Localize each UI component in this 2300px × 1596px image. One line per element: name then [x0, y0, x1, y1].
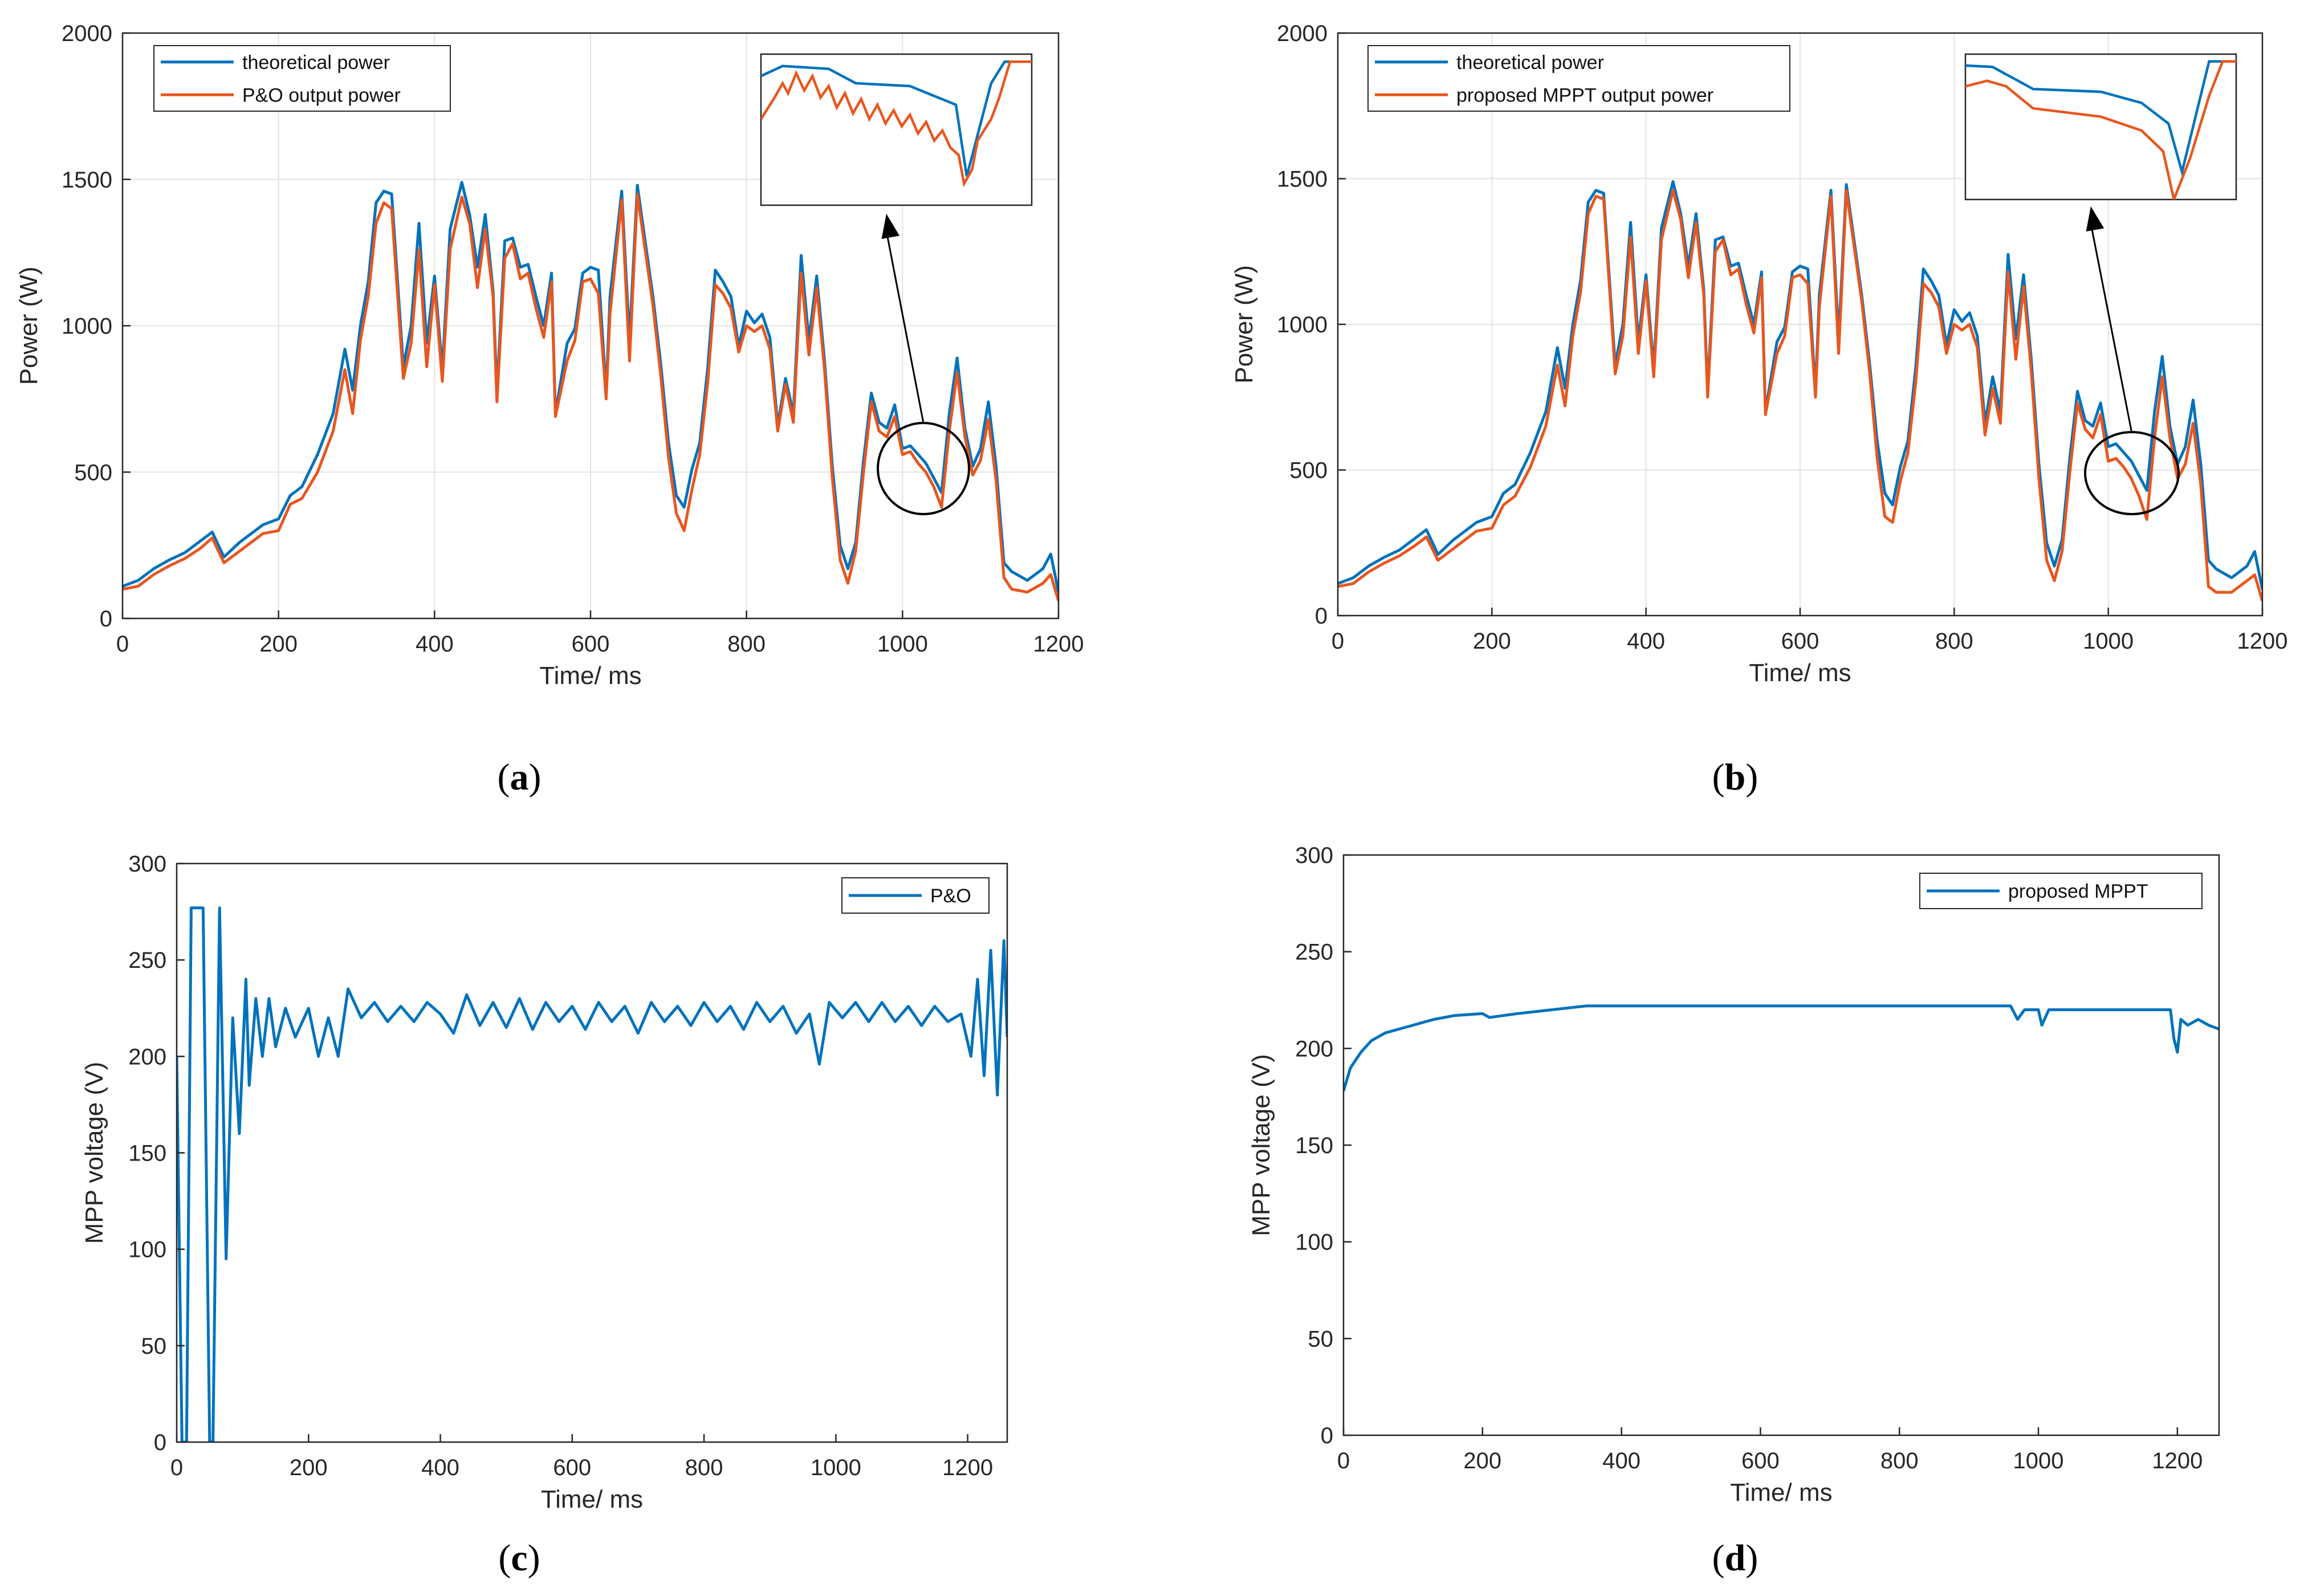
y-tick-label: 200 [1295, 1036, 1333, 1061]
y-tick-label: 500 [74, 460, 112, 485]
x-tick-label: 600 [1741, 1448, 1780, 1473]
y-tick-label: 0 [1315, 604, 1328, 629]
chart-d: 0 200 400 600 800 1000 1200 0 50 100 150 200 250 300 T… [1247, 843, 2220, 1579]
y-tick-label: 2000 [62, 21, 112, 46]
legend-entry: theoretical power [1456, 52, 1604, 74]
y-axis-label: MPP voltage (V) [1247, 1054, 1275, 1236]
y-tick-label: 250 [128, 948, 166, 973]
x-tick-label: 800 [685, 1455, 723, 1480]
panel-caption: (b) [1712, 756, 1758, 798]
chart-a: 0 200 400 600 800 1000 1200 0 500 1000 1500 2000 Tim… [15, 21, 1084, 798]
x-tick-label: 600 [1781, 629, 1819, 654]
legend-entry: theoretical power [242, 52, 390, 74]
legend-entry: proposed MPPT output power [1456, 84, 1713, 106]
series-line-1 [1344, 1004, 2219, 1092]
y-tick-label: 500 [1289, 458, 1328, 483]
y-tick-label: 0 [1321, 1423, 1333, 1448]
panel-caption: (a) [498, 756, 542, 798]
x-tick-label: 800 [1880, 1448, 1919, 1473]
x-axis-label: Time/ ms [1730, 1479, 1832, 1507]
legend-entry: P&O output power [242, 84, 401, 106]
zoom-arrow-head [2086, 206, 2104, 232]
zoom-arrow-line [885, 230, 925, 424]
x-axis-label: Time/ ms [1749, 659, 1851, 687]
y-tick-label: 150 [1295, 1133, 1333, 1158]
inset-box [1964, 53, 2237, 201]
x-tick-label: 600 [572, 632, 610, 657]
legend-entry: proposed MPPT [2008, 881, 2148, 902]
y-tick-label: 100 [1295, 1230, 1333, 1255]
series-line-2 [1338, 189, 2262, 602]
inset-line-2 [761, 60, 1032, 188]
y-tick-label: 100 [128, 1237, 166, 1263]
x-tick-label: 600 [553, 1455, 591, 1480]
x-tick-label: 200 [1473, 629, 1511, 654]
x-tick-label: 1000 [877, 632, 928, 657]
y-tick-label: 50 [141, 1334, 167, 1359]
y-tick-label: 300 [128, 852, 166, 877]
inset-box [760, 53, 1033, 206]
inset-line-1 [1965, 60, 2236, 177]
x-tick-label: 1200 [2237, 629, 2288, 654]
legend-box [1367, 45, 1790, 112]
legend-entry: P&O [930, 885, 971, 907]
panel-caption: (c) [498, 1537, 540, 1579]
y-axis-label: MPP voltage (V) [80, 1062, 108, 1244]
x-tick-label: 0 [170, 1455, 183, 1480]
y-tick-label: 2000 [1277, 21, 1328, 46]
zoom-arrow-line [2090, 223, 2133, 434]
plot-area [177, 864, 1007, 1442]
x-tick-label: 0 [1337, 1448, 1350, 1473]
x-tick-label: 200 [1463, 1448, 1501, 1473]
y-tick-label: 250 [1295, 940, 1333, 965]
x-tick-label: 0 [116, 632, 129, 657]
y-tick-label: 0 [100, 606, 112, 632]
y-tick-label: 50 [1308, 1326, 1334, 1351]
inset-line-2 [1965, 60, 2236, 199]
x-tick-label: 400 [421, 1455, 459, 1480]
panel-caption: (d) [1712, 1537, 1758, 1579]
x-tick-label: 200 [259, 632, 298, 657]
y-axis-label: Power (W) [1230, 265, 1258, 384]
x-tick-label: 1000 [2013, 1448, 2064, 1473]
x-tick-label: 400 [1627, 629, 1665, 654]
x-tick-label: 400 [1602, 1448, 1640, 1473]
y-tick-label: 0 [154, 1430, 166, 1455]
zoom-arrow-head [881, 214, 900, 239]
x-tick-label: 1000 [811, 1455, 861, 1480]
inset-line-1 [761, 60, 1032, 177]
series-line-1 [177, 906, 1007, 1442]
x-tick-label: 400 [416, 632, 454, 657]
chart-c: 0 200 400 600 800 1000 1200 0 50 100 150 200 250 300 T… [80, 852, 1008, 1579]
x-tick-label: 1000 [2083, 629, 2134, 654]
x-tick-label: 800 [1935, 629, 1973, 654]
y-tick-label: 1000 [62, 314, 112, 339]
x-tick-label: 1200 [2152, 1448, 2203, 1473]
x-tick-label: 1200 [1033, 632, 1084, 657]
series-line-1 [1338, 180, 2262, 590]
y-tick-label: 1500 [62, 168, 112, 193]
y-axis-label: Power (W) [15, 267, 43, 385]
series-line-1 [123, 181, 1059, 593]
x-axis-label: Time/ ms [539, 662, 641, 690]
x-tick-label: 200 [290, 1455, 328, 1480]
chart-b: 0 200 400 600 800 1000 1200 0 500 1000 1500 2000 Tim… [1230, 21, 2287, 798]
y-tick-label: 1000 [1277, 312, 1328, 337]
x-tick-label: 0 [1332, 629, 1344, 654]
y-tick-label: 1500 [1277, 167, 1328, 192]
y-tick-label: 200 [128, 1044, 166, 1069]
y-tick-label: 150 [128, 1141, 166, 1166]
x-tick-label: 800 [727, 632, 766, 657]
legend-box [153, 45, 451, 112]
x-tick-label: 1200 [942, 1455, 993, 1480]
series-line-2 [123, 192, 1059, 601]
y-tick-label: 300 [1295, 843, 1333, 868]
plot-area [1344, 855, 2219, 1435]
x-axis-label: Time/ ms [541, 1485, 643, 1513]
